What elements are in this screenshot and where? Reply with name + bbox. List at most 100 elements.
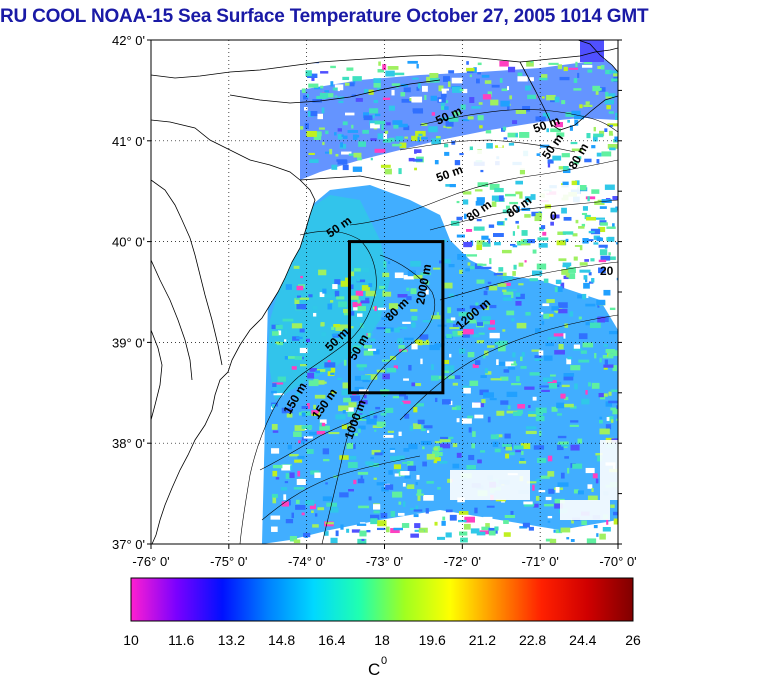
sst-pixel — [476, 279, 485, 284]
sst-pixel — [477, 115, 484, 121]
sst-pixel — [341, 134, 344, 137]
sst-pixel — [536, 263, 547, 270]
sst-pixel — [357, 306, 366, 311]
sst-pixel — [467, 351, 475, 358]
sst-pixel — [551, 406, 558, 412]
sst-pixel — [605, 349, 616, 354]
sst-pixel — [330, 537, 338, 544]
sst-pixel — [402, 400, 411, 404]
sst-pixel — [321, 332, 327, 337]
sst-pixel — [592, 85, 601, 92]
sst-pixel — [331, 391, 337, 394]
sst-pixel — [494, 187, 504, 193]
sst-pixel — [272, 470, 278, 477]
sst-pixel — [477, 263, 487, 266]
sst-pixel — [488, 530, 496, 536]
sst-pixel — [452, 382, 458, 386]
sst-pixel — [385, 526, 390, 533]
sst-pixel — [449, 327, 460, 330]
sst-pixel — [324, 90, 330, 93]
sst-pixel — [482, 321, 493, 325]
sst-pixel — [417, 419, 425, 425]
sst-pixel — [502, 289, 507, 293]
sst-pixel — [393, 124, 399, 129]
study-region-box — [347, 240, 445, 395]
sst-pixel — [347, 267, 359, 273]
page-title: RU COOL NOAA-15 Sea Surface Temperature … — [0, 6, 649, 27]
sst-pixel — [300, 440, 306, 444]
sst-pixel — [382, 138, 392, 143]
sst-pixel — [354, 375, 366, 381]
sst-pixel — [560, 472, 565, 479]
sst-pixel — [459, 348, 466, 354]
sst-pixel — [585, 101, 590, 105]
sst-pixel — [398, 501, 402, 505]
sst-pixel — [370, 114, 375, 119]
colorbar-tick-label: 16.4 — [318, 632, 345, 648]
sst-pixel — [346, 67, 354, 71]
sst-pixel — [449, 183, 456, 188]
sst-pixel — [609, 70, 618, 74]
sst-pixel — [545, 209, 549, 213]
sst-pixel — [285, 473, 290, 479]
sst-pixel — [431, 138, 442, 145]
sst-pixel — [343, 312, 351, 316]
sst-pixel — [445, 509, 453, 513]
sst-pixel — [337, 377, 343, 380]
sst-pixel — [342, 382, 350, 389]
sst-pixel — [537, 457, 547, 463]
sst-pixel — [584, 158, 592, 163]
sst-pixel — [539, 385, 550, 388]
sst-pixel — [477, 182, 489, 187]
sst-pixel — [338, 324, 348, 329]
map-plot-area[interactable]: 50 m 50 m50 m50 m80 m 80 m50 m50 m80 m 1200… — [151, 40, 627, 545]
sst-pixel — [307, 73, 318, 78]
sst-pixel — [380, 164, 391, 168]
contour-label: 80 m — [565, 141, 591, 172]
sst-pixel — [308, 380, 319, 387]
sst-pixel — [505, 361, 516, 367]
sst-pixel — [477, 459, 482, 464]
sst-pixel — [324, 93, 334, 98]
sst-pixel — [373, 83, 381, 88]
sst-pixel — [373, 415, 378, 419]
sst-pixel — [441, 359, 450, 365]
sst-pixel — [301, 512, 305, 516]
sst-pixel — [502, 443, 512, 447]
sst-pixel — [470, 312, 473, 317]
sst-pixel — [409, 507, 415, 511]
sst-pixel — [496, 221, 504, 225]
sst-pixel — [382, 97, 391, 100]
sst-pixel — [480, 169, 484, 173]
sst-pixel — [578, 226, 585, 229]
sst-pixel — [534, 358, 543, 362]
sst-pixel — [370, 333, 373, 336]
sst-pixel — [374, 429, 377, 432]
sst-pixel — [398, 344, 405, 349]
sst-pixel — [507, 405, 511, 410]
sst-pixel — [528, 412, 538, 417]
sst-pixel — [403, 447, 410, 452]
sst-pixel — [410, 533, 419, 538]
sst-pixel — [382, 373, 390, 380]
sst-pixel — [341, 389, 353, 396]
sst-pixel — [448, 263, 455, 268]
sst-pixel — [469, 305, 477, 309]
sst-pixel — [301, 356, 304, 360]
sst-pixel — [281, 464, 291, 471]
sst-pixel — [541, 320, 545, 325]
colorbar-tick-label: 10 — [123, 632, 139, 648]
sst-pixel — [342, 135, 348, 139]
sst-pixel — [561, 444, 570, 447]
sst-pixel — [515, 300, 522, 306]
sst-pixel — [331, 326, 335, 330]
sst-pixel — [388, 303, 399, 310]
sst-pixel — [513, 264, 517, 270]
sst-pixel — [475, 78, 480, 84]
cloud-gap — [540, 185, 580, 203]
sst-pixel — [445, 365, 455, 371]
sst-pixel — [555, 279, 562, 285]
contour-label: 20 — [600, 264, 614, 278]
sst-pixel — [338, 405, 349, 412]
lon-tick-label: -71° 0' — [522, 554, 559, 569]
